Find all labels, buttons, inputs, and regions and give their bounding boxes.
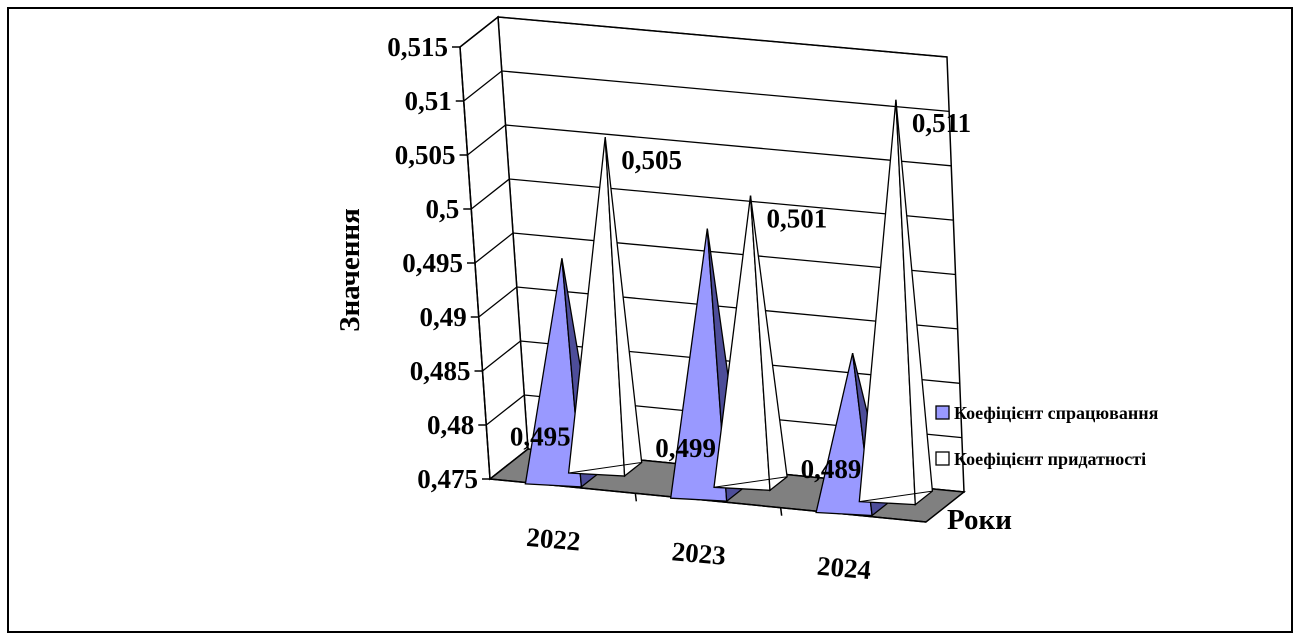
pyramid-s2-2022-base — [568, 461, 642, 474]
y-tick-label-5: 0,5 — [426, 194, 460, 224]
pyramids — [524, 99, 934, 517]
gridline-3 — [478, 286, 958, 330]
gridline-8 — [459, 16, 948, 58]
x-tick-label-2022: 2022 — [525, 522, 581, 557]
data-labels: 0,495 0,505 0,499 0,501 0,489 0,511 — [510, 108, 971, 484]
pyramid-s2-2023-base — [713, 476, 788, 488]
gridline-6 — [467, 124, 952, 167]
y-tick-labels: 0,475 0,48 0,485 0,49 0,495 0,5 0,505 0,51 0,515 — [387, 32, 478, 494]
y-tick-label-0: 0,475 — [417, 464, 478, 494]
legend-swatch-series-2 — [935, 451, 950, 466]
legend-swatch-series-1 — [935, 405, 950, 420]
y-tick-label-2: 0,485 — [410, 356, 471, 386]
pyramid-s2-2024-base — [859, 490, 933, 503]
data-label-s2-2024: 0,511 — [912, 108, 971, 138]
chart-frame: 0,495 0,505 0,499 0,501 0,489 0,511 0,475 0,48… — [7, 7, 1293, 633]
pyramid-s2-2024-side — [895, 99, 934, 506]
data-label-s1-2023: 0,499 — [655, 433, 716, 463]
pyramid-chart: 0,495 0,505 0,499 0,501 0,489 0,511 0,475 0,48… — [334, 15, 1159, 585]
x-tick-mark-1 — [634, 493, 638, 502]
x-tick-mark-2 — [779, 507, 783, 516]
gridline-4 — [474, 232, 956, 276]
data-label-s2-2023: 0,501 — [767, 204, 828, 234]
y-tick-label-7: 0,51 — [405, 86, 452, 116]
y-tick-label-4: 0,495 — [402, 248, 463, 278]
gridline-5 — [470, 178, 954, 221]
x-axis-title: Роки — [947, 504, 1012, 536]
x-tick-labels: 2022 2023 2024 — [525, 522, 872, 585]
y-axis-title: Значення — [334, 208, 366, 332]
pyramid-s2-2022-side — [604, 137, 643, 478]
data-label-s2-2022: 0,505 — [621, 145, 682, 175]
pyramid-s2-2023-side — [749, 195, 788, 492]
gridline-2 — [482, 340, 960, 384]
legend-label-series-2: Коефіцієнт придатності — [954, 449, 1146, 469]
y-tick-label-1: 0,48 — [427, 410, 474, 440]
y-tick-label-6: 0,505 — [395, 140, 456, 170]
y-tick-label-3: 0,49 — [420, 302, 467, 332]
x-tick-label-2024: 2024 — [816, 551, 872, 586]
gridline-7 — [463, 70, 950, 113]
data-label-s1-2024: 0,489 — [801, 454, 862, 484]
y-tick-label-8: 0,515 — [387, 32, 448, 62]
x-tick-label-2023: 2023 — [671, 536, 727, 571]
gridline-1 — [485, 394, 962, 439]
data-label-s1-2022: 0,495 — [510, 421, 571, 451]
legend-label-series-1: Коефіцієнт спрацювання — [954, 403, 1159, 423]
legend: Коефіцієнт спрацювання Коефіцієнт придат… — [935, 403, 1159, 469]
